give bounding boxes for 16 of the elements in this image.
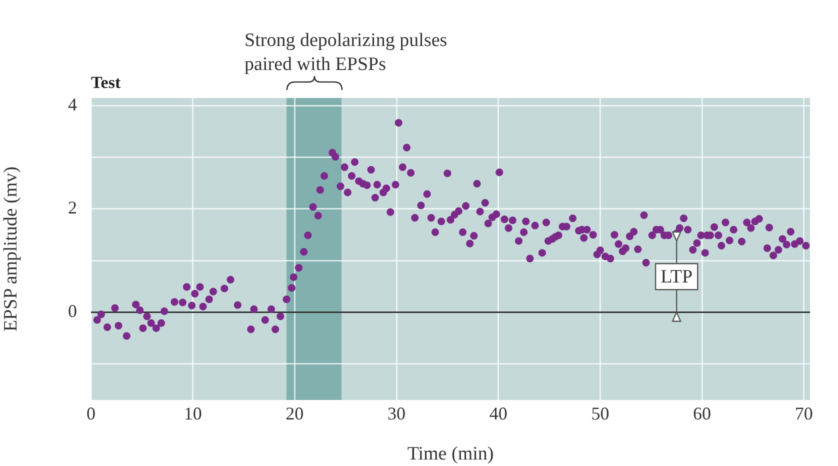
chart-title: Test xyxy=(91,72,121,92)
x-tick-label: 10 xyxy=(184,404,202,424)
y-tick-label: 4 xyxy=(68,94,77,114)
x-tick-label: 0 xyxy=(86,404,96,424)
text: Strong depolarizing pulses paired with EPSPs xyxy=(244,30,448,75)
y-tick-label: 0 xyxy=(68,300,77,321)
y-axis-title: EPSP amplitude (mv) xyxy=(0,166,22,332)
y-tick-label: 2 xyxy=(68,198,77,218)
x-axis-title: Time (min) xyxy=(407,444,494,465)
x-tick-label: 20 xyxy=(286,404,304,424)
x-tick-label: 40 xyxy=(489,404,508,424)
x-tick-label: 30 xyxy=(388,404,406,424)
x-tick-label: 70 xyxy=(794,404,813,424)
x-tick-label: 60 xyxy=(693,404,712,424)
x-tick-label: 50 xyxy=(591,404,610,424)
annotation: LTP xyxy=(660,266,693,288)
